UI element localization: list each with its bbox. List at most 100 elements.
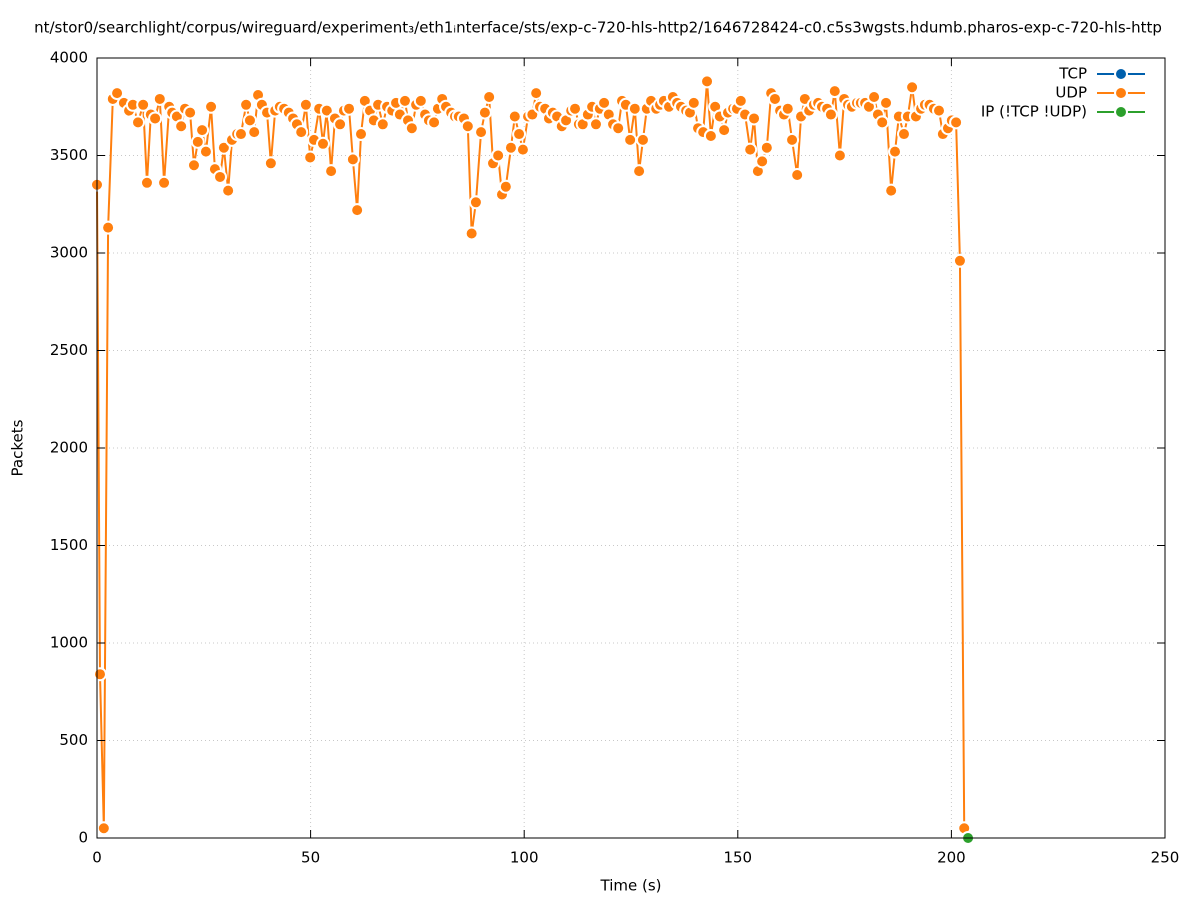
data-point [529,86,544,101]
data-point [867,90,882,104]
data-point [460,119,475,134]
data-point [755,154,770,169]
data-point [896,127,911,142]
data-point [174,119,189,134]
data-point [952,253,967,268]
data-point [319,103,334,118]
data-point [213,169,228,184]
data-point [717,123,732,138]
chart-title: nt/stor0/searchlight/corpus/wireguard/ex… [34,19,1162,37]
data-point [827,84,842,99]
y-tick-label: 1000 [50,634,88,652]
data-point [110,86,125,101]
data-point [263,156,278,171]
data-point [905,80,920,95]
data-point [92,667,107,682]
data-point [427,115,442,130]
data-point [875,115,890,130]
y-tick-label: 500 [59,731,88,749]
data-point [324,164,339,179]
data-point [767,91,782,106]
y-tick-label: 2500 [50,341,88,359]
data-point [298,97,313,112]
data-point [157,175,172,190]
data-point [375,117,390,132]
x-tick-label: 200 [937,849,966,867]
x-tick-label: 250 [1151,849,1180,867]
data-point [515,142,530,157]
data-point [879,95,894,110]
data-point [354,127,369,142]
data-point [204,99,219,114]
data-point [597,95,612,110]
data-point [477,105,492,120]
data-point [195,123,210,138]
legend-label: IP (!TCP !UDP) [981,103,1087,121]
data-point [780,101,795,116]
data-point [498,179,513,194]
data-point [949,115,964,130]
data-point [733,93,748,108]
data-point [350,203,365,218]
x-tick-label: 0 [92,849,102,867]
data-point [131,115,146,130]
y-axis-label: Packets [9,419,27,476]
data-point [221,183,236,198]
data-point [790,168,805,182]
data-point [743,142,758,157]
data-point [686,95,701,110]
data-point [183,105,198,120]
data-point [333,117,348,132]
legend-label: TCP [1058,65,1087,83]
data-point [503,140,518,155]
data-point [623,132,638,147]
data-point [482,90,497,104]
data-point [474,125,489,140]
data-point [884,183,899,198]
data-point [512,127,527,142]
data-point [611,121,626,136]
data-point [832,148,847,163]
data-point [148,111,163,126]
data-point [303,150,318,165]
y-tick-label: 3500 [50,146,88,164]
data-point [198,144,213,159]
data-point [190,134,205,149]
data-point [507,109,522,124]
data-point [216,140,231,155]
x-tick-label: 150 [723,849,752,867]
y-tick-label: 0 [78,829,88,847]
data-point [759,140,774,155]
data-point [96,821,111,836]
plot-area [90,57,1166,845]
data-point [703,129,718,143]
x-axis-label: Time (s) [600,877,662,895]
data-point [700,74,715,89]
data-point [345,152,360,167]
legend-marker [1114,105,1128,119]
x-tick-label: 100 [510,849,539,867]
y-tick-label: 2000 [50,439,88,457]
data-point [888,144,903,159]
data-point [404,121,419,136]
y-tick-label: 1500 [50,536,88,554]
y-tick-label: 3000 [50,244,88,262]
y-tick-label: 4000 [50,49,88,67]
data-point [932,103,947,118]
data-point [101,220,116,235]
data-point [491,148,506,163]
data-point [315,136,330,151]
legend-label: UDP [1055,84,1087,102]
data-point [239,97,254,112]
data-point [186,158,201,173]
data-point [139,175,154,190]
data-point [294,125,309,140]
data-point [823,107,838,122]
legend-marker [1114,67,1128,81]
data-point [632,164,647,179]
data-point [242,113,257,128]
data-point [136,97,151,112]
data-point [247,125,262,140]
x-tick-label: 50 [301,849,320,867]
